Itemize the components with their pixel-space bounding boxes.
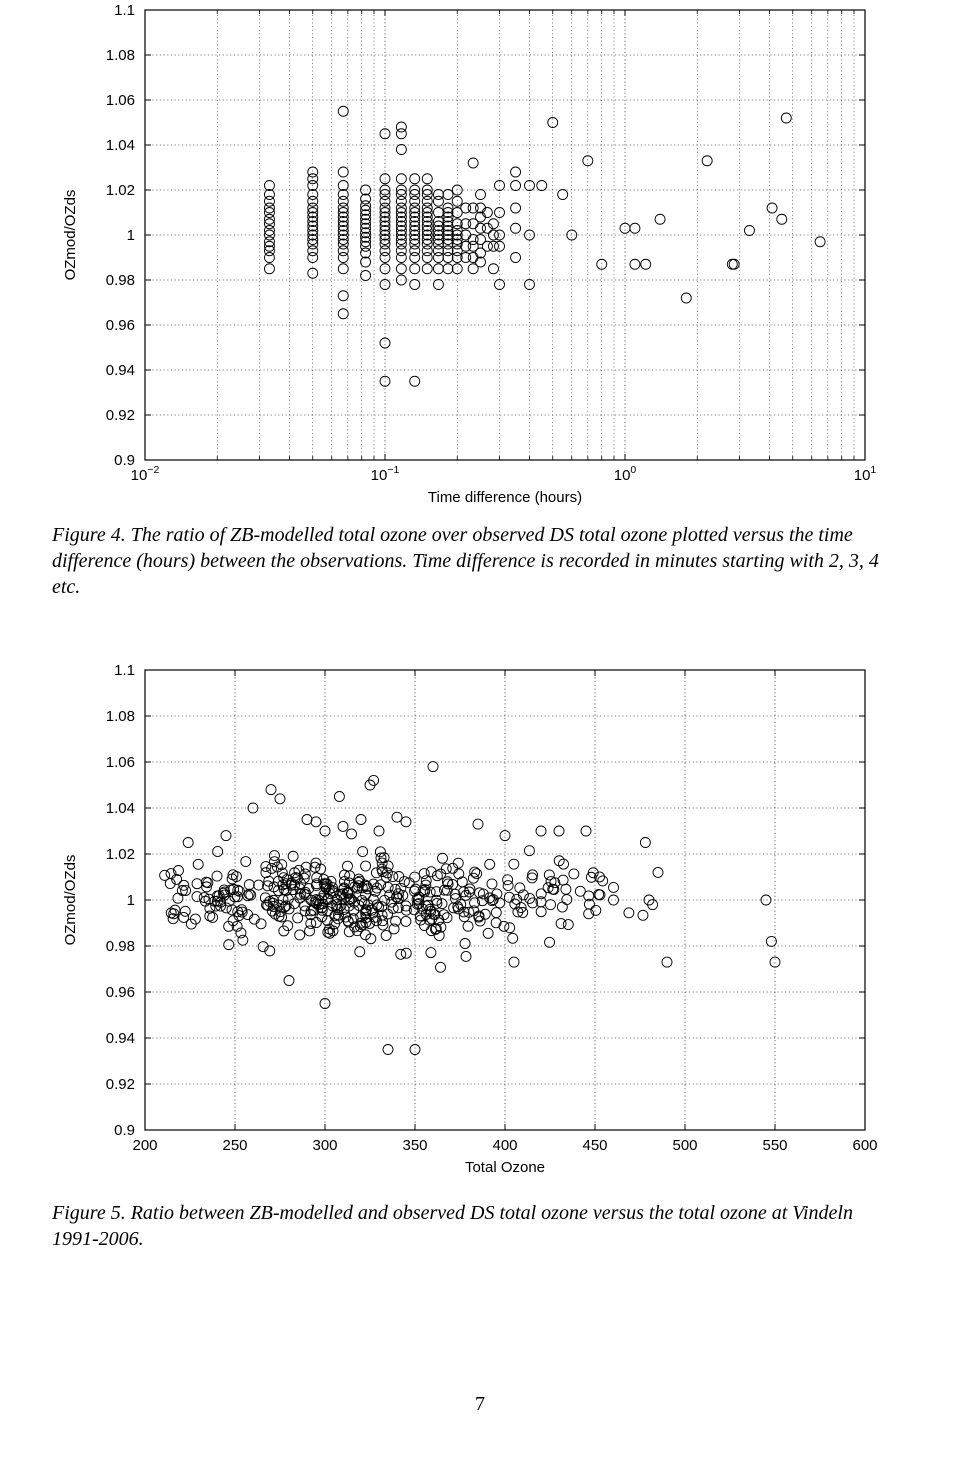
svg-text:0.92: 0.92 <box>106 407 135 424</box>
figure-4-caption: Figure 4. The ratio of ZB-modelled total… <box>52 522 900 600</box>
svg-text:400: 400 <box>492 1137 517 1154</box>
svg-text:10−2: 10−2 <box>131 464 160 484</box>
svg-text:Total Ozone: Total Ozone <box>465 1159 545 1176</box>
svg-text:1.04: 1.04 <box>106 137 135 154</box>
svg-text:1.08: 1.08 <box>106 47 135 64</box>
svg-text:1.06: 1.06 <box>106 754 135 771</box>
svg-text:101: 101 <box>854 464 877 484</box>
svg-text:200: 200 <box>132 1137 157 1154</box>
svg-text:1.04: 1.04 <box>106 800 135 817</box>
svg-text:0.94: 0.94 <box>106 1030 135 1047</box>
svg-text:350: 350 <box>402 1137 427 1154</box>
figure-4-caption-text: Figure 4. The ratio of ZB-modelled total… <box>52 524 879 598</box>
svg-text:600: 600 <box>852 1137 877 1154</box>
figure-5-caption: Figure 5. Ratio between ZB-modelled and … <box>52 1200 900 1252</box>
svg-text:0.94: 0.94 <box>106 362 135 379</box>
svg-text:1.02: 1.02 <box>106 846 135 863</box>
figure-5-chart: 0.90.920.940.960.9811.021.041.061.081.12… <box>45 660 895 1190</box>
svg-text:300: 300 <box>312 1137 337 1154</box>
svg-text:0.92: 0.92 <box>106 1076 135 1093</box>
svg-text:450: 450 <box>582 1137 607 1154</box>
svg-text:OZmod/OZds: OZmod/OZds <box>62 855 79 946</box>
svg-text:1: 1 <box>127 227 135 244</box>
svg-text:1.1: 1.1 <box>114 2 135 19</box>
svg-text:10−1: 10−1 <box>371 464 400 484</box>
svg-text:OZmod/OZds: OZmod/OZds <box>62 190 79 281</box>
svg-text:1.06: 1.06 <box>106 92 135 109</box>
svg-text:1.08: 1.08 <box>106 708 135 725</box>
svg-text:1.1: 1.1 <box>114 662 135 679</box>
page-number: 7 <box>0 1393 960 1416</box>
svg-text:500: 500 <box>672 1137 697 1154</box>
svg-text:1.02: 1.02 <box>106 182 135 199</box>
svg-text:250: 250 <box>222 1137 247 1154</box>
svg-text:1: 1 <box>127 892 135 909</box>
svg-text:550: 550 <box>762 1137 787 1154</box>
figure-4-chart: 0.90.920.940.960.9811.021.041.061.081.11… <box>45 0 895 520</box>
svg-text:0.96: 0.96 <box>106 984 135 1001</box>
svg-text:0.98: 0.98 <box>106 938 135 955</box>
svg-text:0.96: 0.96 <box>106 317 135 334</box>
svg-text:0.98: 0.98 <box>106 272 135 289</box>
figure-5-caption-text: Figure 5. Ratio between ZB-modelled and … <box>52 1202 853 1250</box>
svg-text:Time difference (hours): Time difference (hours) <box>428 489 582 506</box>
svg-text:100: 100 <box>614 464 637 484</box>
